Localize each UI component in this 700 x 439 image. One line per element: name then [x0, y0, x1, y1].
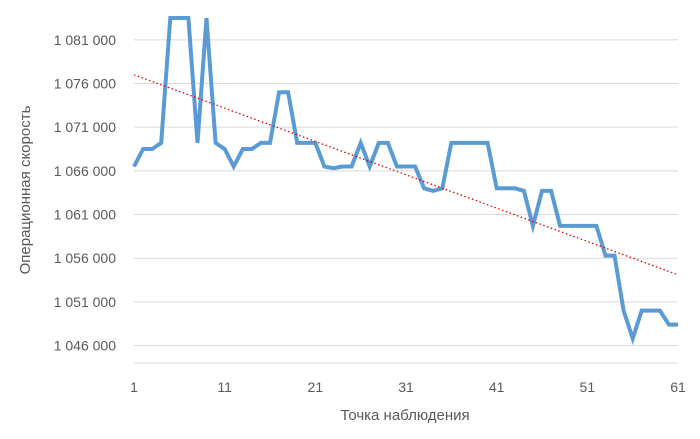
- y-tick-label: 1 076 000: [54, 76, 116, 92]
- x-tick-label: 31: [398, 379, 414, 395]
- y-tick-label: 1 061 000: [54, 207, 116, 223]
- x-axis-ticks: 1 11 21 31 41 51 61: [130, 379, 686, 395]
- y-axis-ticks: 1 046 000 1 051 000 1 056 000 1 061 000 1 06…: [54, 32, 116, 354]
- y-tick-label: 1 046 000: [54, 338, 116, 354]
- y-tick-label: 1 071 000: [54, 119, 116, 135]
- y-axis-title: Операционная скорость: [17, 105, 34, 274]
- y-tick-label: 1 051 000: [54, 294, 116, 310]
- series-line: [132, 16, 678, 345]
- y-tick-label: 1 056 000: [54, 250, 116, 266]
- x-tick-label: 21: [308, 379, 324, 395]
- gridlines: [134, 39, 678, 347]
- x-tick-label: 51: [580, 379, 596, 395]
- x-tick-label: 61: [670, 379, 686, 395]
- x-axis-title: Точка наблюдения: [340, 407, 469, 424]
- x-tick-label: 11: [217, 379, 232, 395]
- x-tick-label: 41: [489, 379, 505, 395]
- y-tick-label: 1 081 000: [54, 32, 116, 48]
- x-tick-label: 1: [130, 379, 138, 395]
- y-tick-label: 1 066 000: [54, 163, 116, 179]
- series-group: [132, 16, 679, 345]
- trendline: [133, 74, 679, 276]
